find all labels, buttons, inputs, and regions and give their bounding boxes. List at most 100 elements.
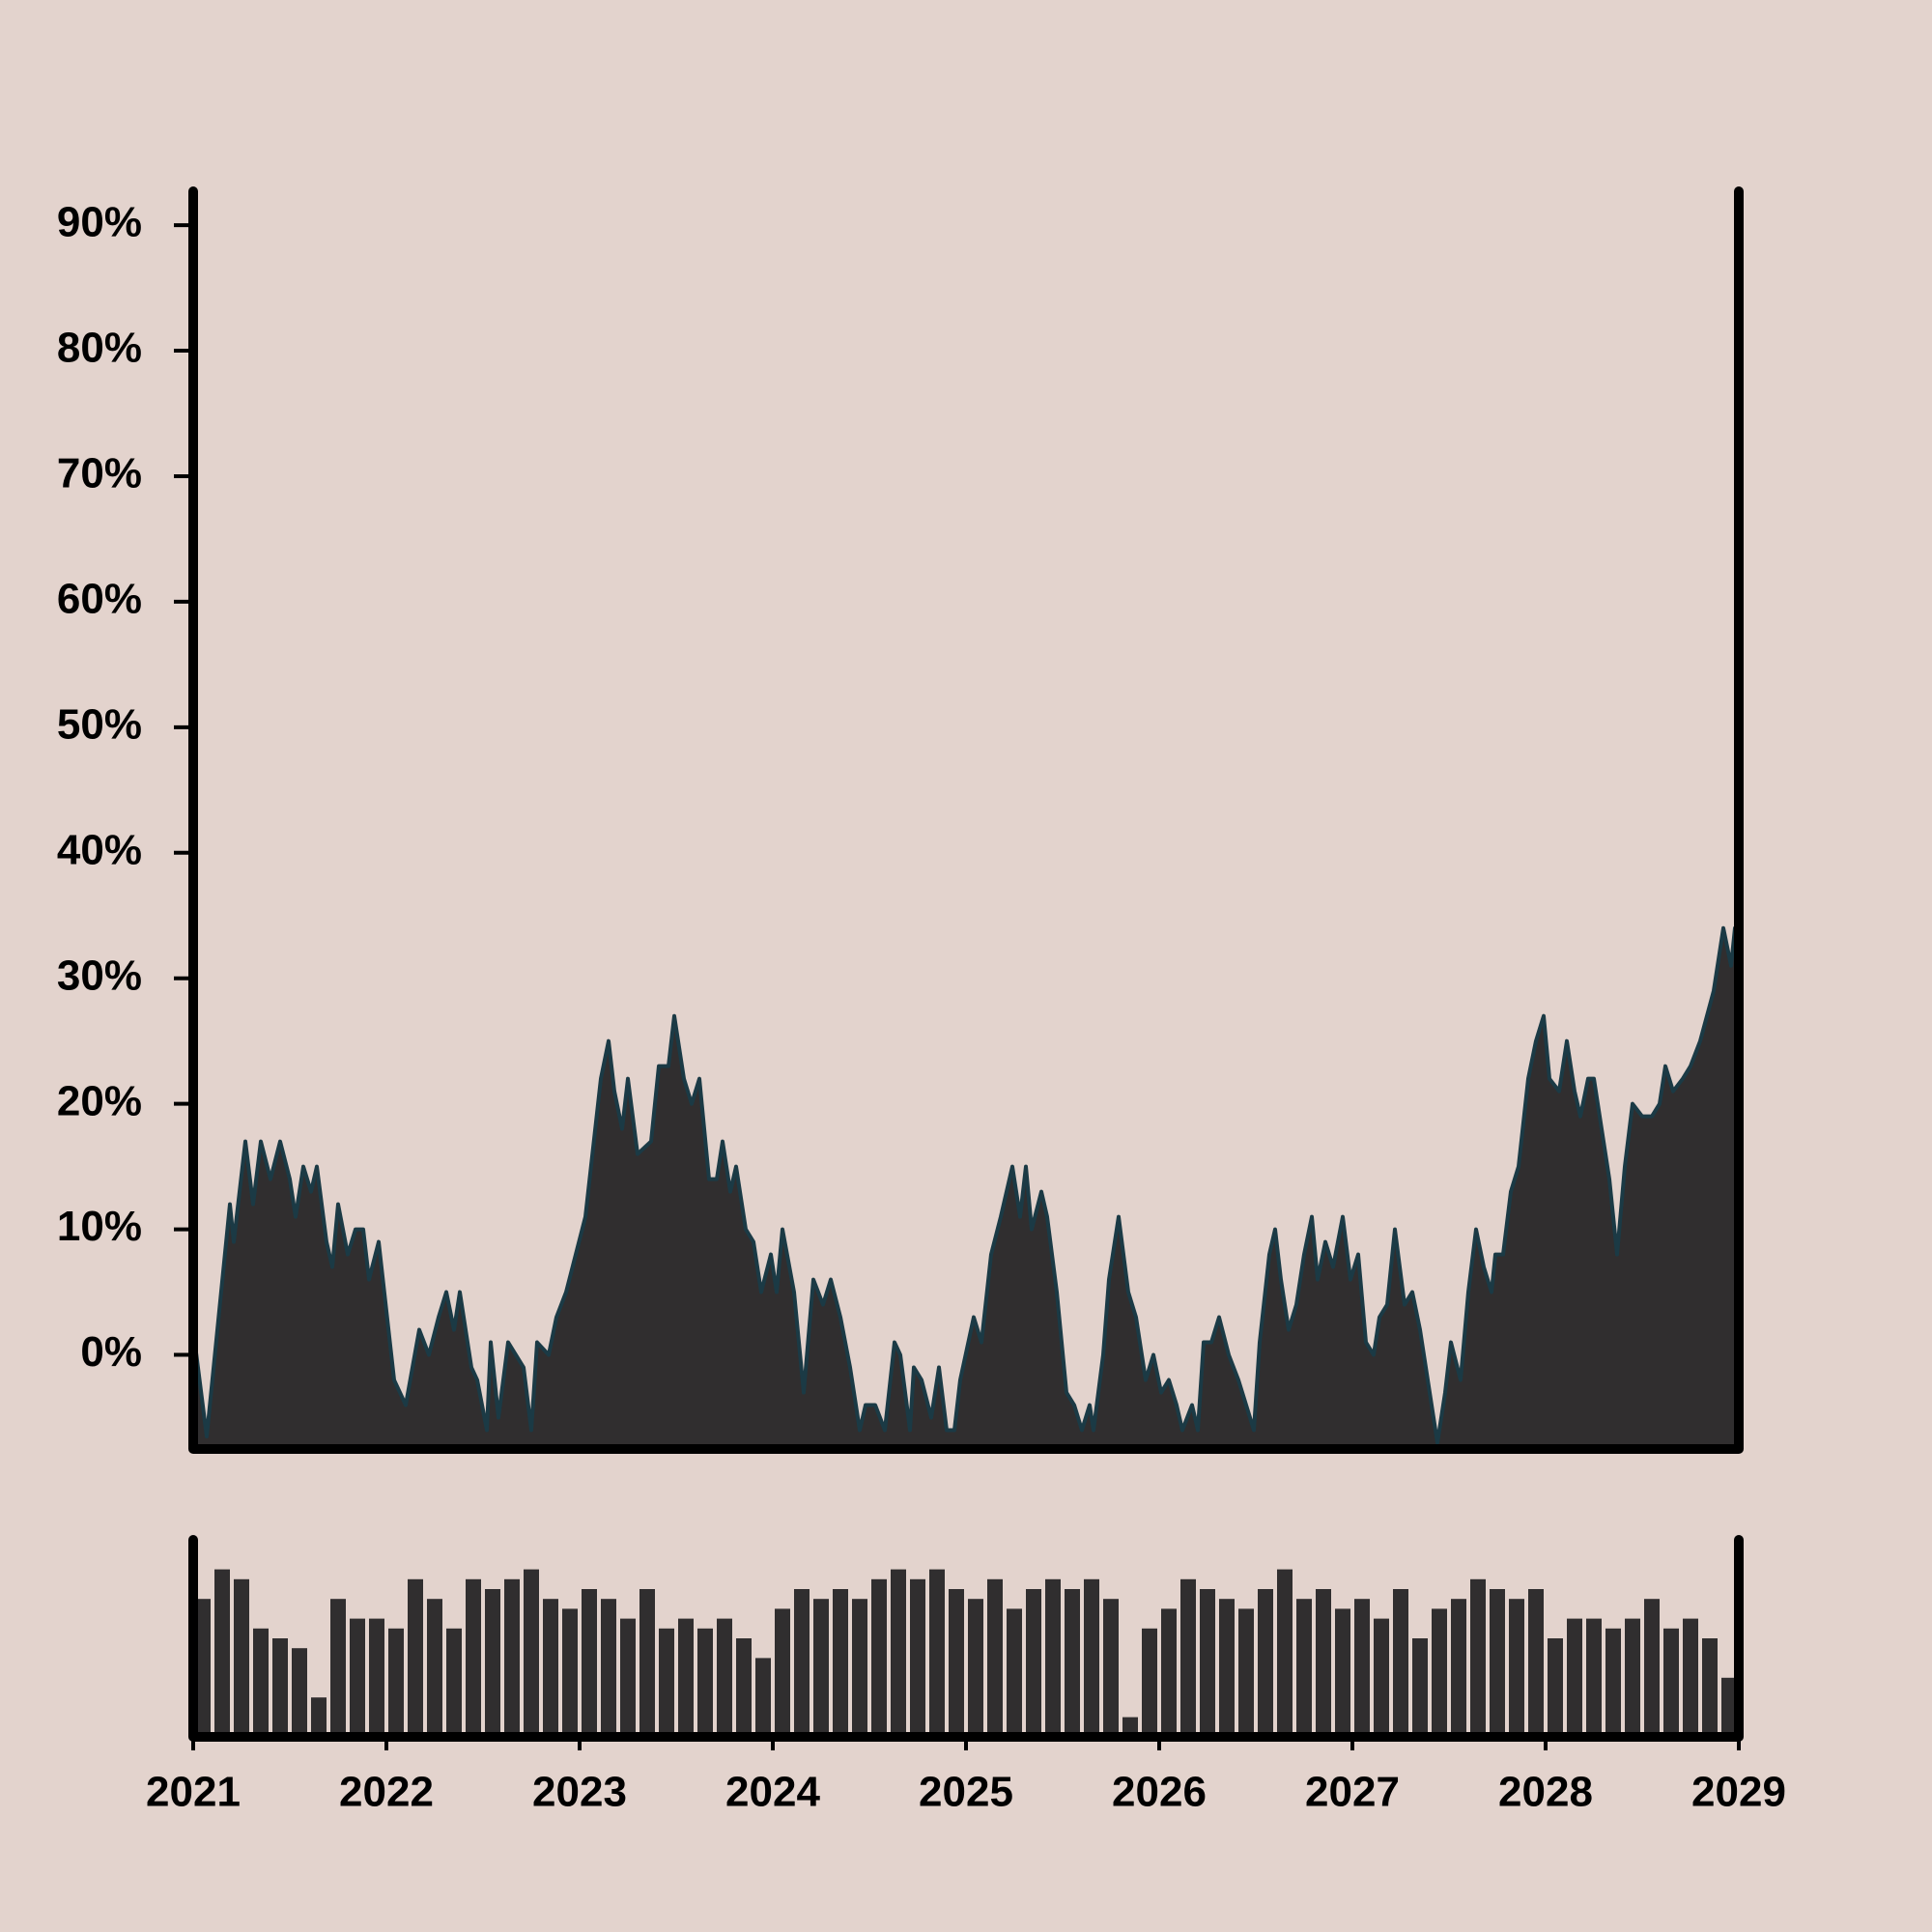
volume-bar: [1007, 1608, 1022, 1737]
volume-bar: [1065, 1589, 1080, 1737]
volume-bar: [717, 1618, 732, 1737]
volume-bar: [1258, 1589, 1273, 1737]
x-tick-label: 2021: [146, 1769, 241, 1816]
volume-bar: [543, 1599, 558, 1737]
volume-bar: [678, 1618, 694, 1737]
volume-bar: [736, 1638, 752, 1737]
volume-bar: [639, 1589, 655, 1737]
x-tick-label: 2024: [725, 1769, 820, 1816]
volume-bar: [1509, 1599, 1524, 1737]
volume-bar: [987, 1578, 1003, 1737]
volume-bar: [1586, 1618, 1602, 1737]
volume-bar: [1644, 1599, 1660, 1737]
volume-bar: [1490, 1589, 1505, 1737]
volume-bar: [1335, 1608, 1350, 1737]
y-tick-label: 40%: [57, 826, 142, 873]
volume-bar: [1393, 1589, 1408, 1737]
volume-bar: [1238, 1608, 1254, 1737]
volume-bar: [1567, 1618, 1582, 1737]
volume-bar: [1470, 1578, 1486, 1737]
volume-bar: [485, 1589, 500, 1737]
volume-bar: [253, 1628, 269, 1737]
volume-bar: [1374, 1618, 1389, 1737]
volume-bar: [350, 1618, 365, 1737]
y-tick-label: 0%: [80, 1328, 142, 1376]
volume-bar: [1122, 1717, 1138, 1737]
volume-bar: [833, 1589, 848, 1737]
volume-bar: [1200, 1589, 1215, 1737]
volume-bar: [1548, 1638, 1563, 1737]
axis-frame: [188, 186, 1744, 1454]
volume-bar: [1161, 1608, 1177, 1737]
y-tick-label: 30%: [57, 952, 142, 999]
volume-bar: [562, 1608, 578, 1737]
volume-bar: [466, 1578, 481, 1737]
x-tick-label: 2028: [1498, 1769, 1593, 1816]
volume-bar: [582, 1589, 597, 1737]
volume-bar: [929, 1569, 945, 1737]
area-fill: [193, 927, 1739, 1449]
y-tick-label: 70%: [57, 450, 142, 497]
volume-bar: [949, 1589, 964, 1737]
area-line: [191, 925, 1741, 1445]
volume-bar: [659, 1628, 674, 1737]
volume-bar: [601, 1599, 616, 1737]
volume-bar: [1219, 1599, 1235, 1737]
volume-bar: [1316, 1589, 1331, 1737]
volume-bar: [775, 1608, 790, 1737]
volume-bar: [1625, 1618, 1640, 1737]
volume-bar: [427, 1599, 442, 1737]
volume-bar: [852, 1599, 867, 1737]
volume-bar: [1084, 1578, 1099, 1737]
volume-bar: [1142, 1628, 1157, 1737]
x-tick-label: 2023: [532, 1769, 627, 1816]
volume-bar: [1026, 1589, 1041, 1737]
volume-bar: [369, 1618, 384, 1737]
volume-bar: [891, 1569, 906, 1737]
volume-bar: [408, 1578, 423, 1737]
volume-bar: [813, 1599, 829, 1737]
volume-bar: [1721, 1677, 1737, 1737]
volume-bar: [214, 1569, 230, 1737]
y-tick-label: 20%: [57, 1077, 142, 1124]
y-tick-label: 90%: [57, 199, 142, 246]
volume-bar: [1451, 1599, 1466, 1737]
volume-bar: [292, 1648, 307, 1737]
volume-bar: [1412, 1638, 1428, 1737]
volume-bar: [1702, 1638, 1718, 1737]
volume-bar: [794, 1589, 810, 1737]
volume-bar: [1605, 1628, 1621, 1737]
volume-bar: [1663, 1628, 1679, 1737]
x-tick-label: 2027: [1305, 1769, 1400, 1816]
axis-frame: [188, 1535, 1744, 1742]
volume-bar: [195, 1599, 211, 1737]
volume-bar: [1432, 1608, 1447, 1737]
volume-bar: [871, 1578, 887, 1737]
volume-bar: [697, 1628, 713, 1737]
volume-bar: [620, 1618, 636, 1737]
volume-bar: [524, 1569, 539, 1737]
volume-bar: [1528, 1589, 1544, 1737]
y-tick-label: 60%: [57, 576, 142, 623]
volume-bar: [755, 1658, 771, 1737]
volume-bar: [910, 1578, 925, 1737]
volume-bar: [1277, 1569, 1293, 1737]
y-tick-label: 10%: [57, 1203, 142, 1250]
volume-bar: [330, 1599, 346, 1737]
volume-bar: [504, 1578, 520, 1737]
volume-bar: [1180, 1578, 1196, 1737]
volume-bar: [1354, 1599, 1370, 1737]
volume-bar: [1103, 1599, 1119, 1737]
volume-bar: [272, 1638, 288, 1737]
volume-bar: [1296, 1599, 1312, 1737]
volume-bar: [968, 1599, 983, 1737]
volume-bar: [446, 1628, 462, 1737]
x-tick-label: 2029: [1691, 1769, 1786, 1816]
x-tick-label: 2022: [339, 1769, 434, 1816]
volume-bar: [1683, 1618, 1698, 1737]
x-tick-label: 2025: [919, 1769, 1013, 1816]
y-tick-label: 80%: [57, 325, 142, 372]
volume-bar: [311, 1697, 327, 1737]
